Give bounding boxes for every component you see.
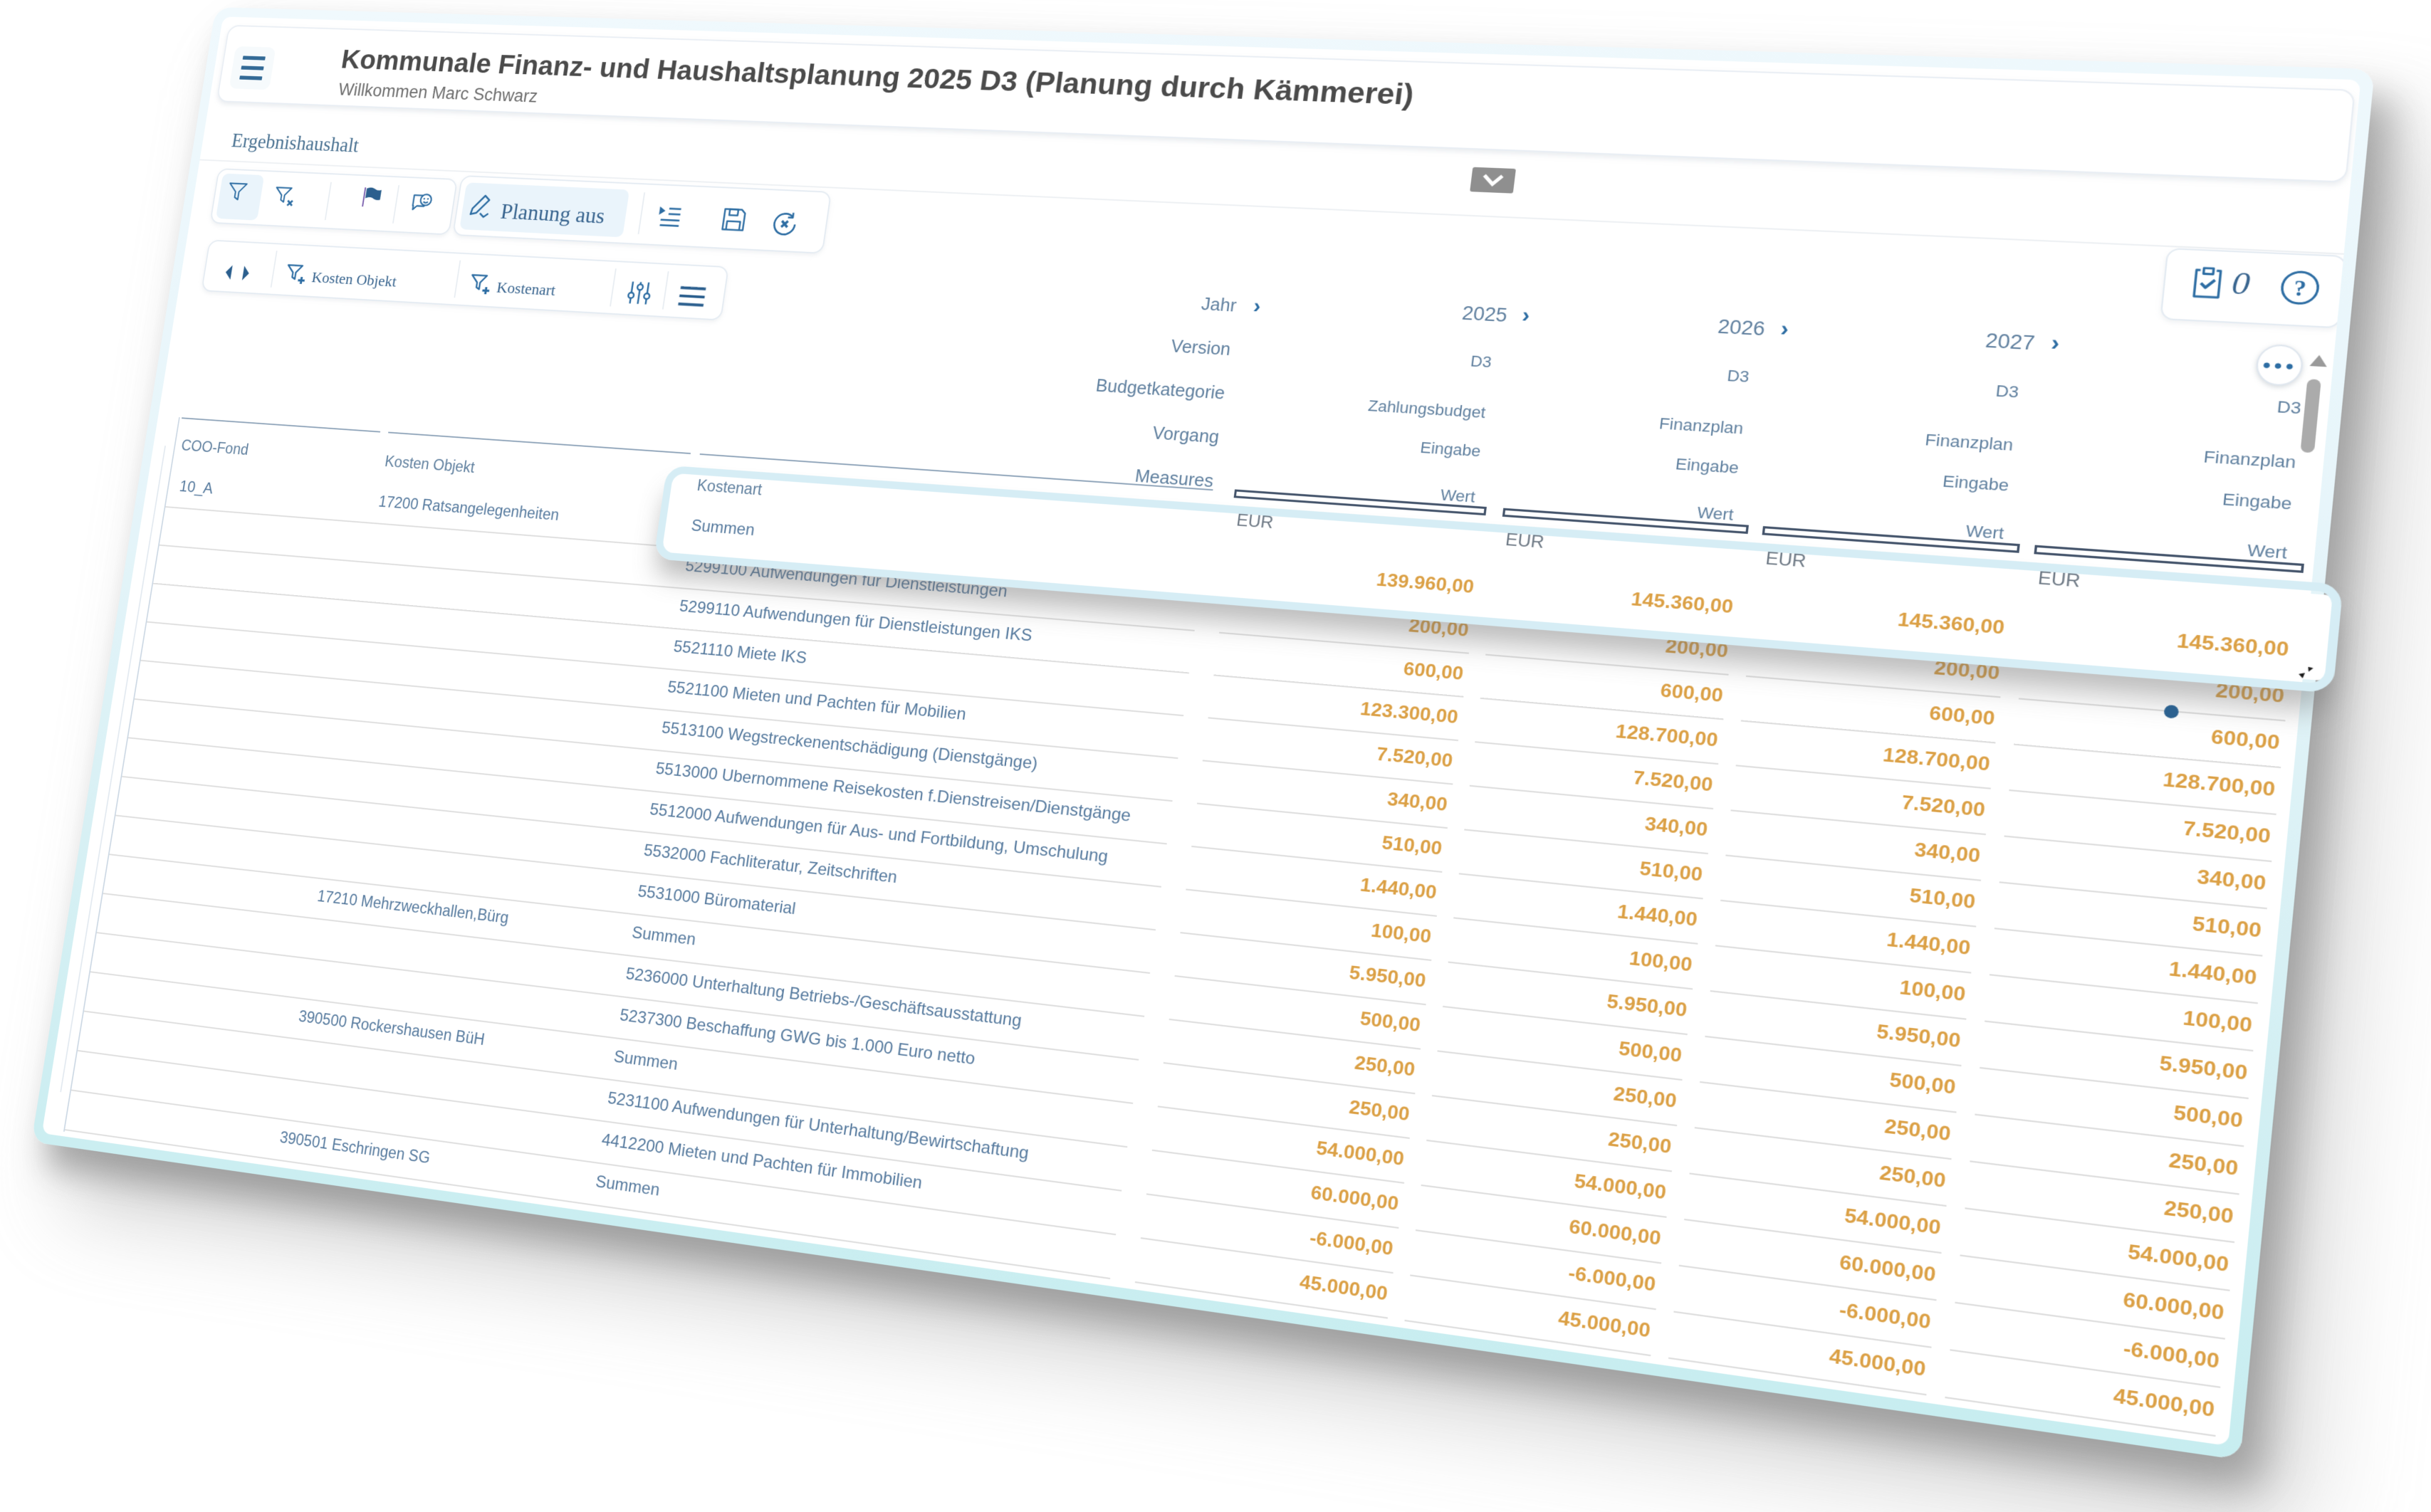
- svg-text:?: ?: [2293, 276, 2308, 301]
